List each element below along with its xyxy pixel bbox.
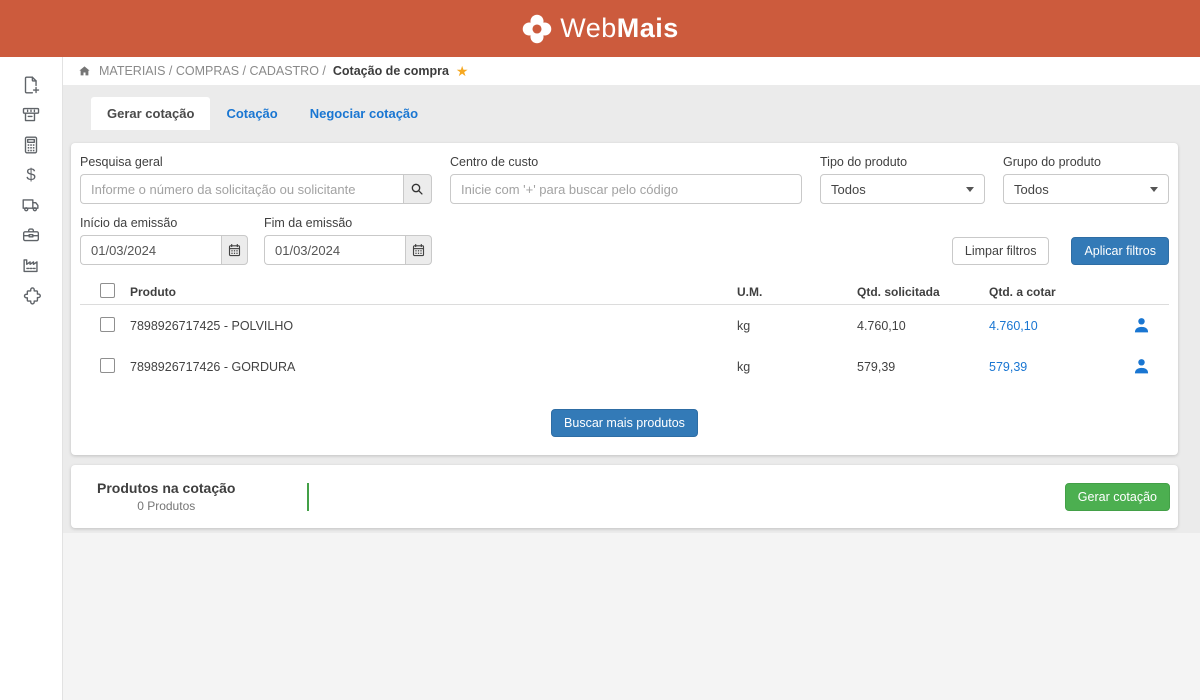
col-qtd-a-cotar: Qtd. a cotar: [989, 284, 1056, 299]
produto-cell: 7898926717425 - POLVILHO: [130, 318, 294, 333]
grupo-produto-field: Grupo do produto Todos: [1003, 155, 1169, 204]
work-area: Gerar cotação Cotação Negociar cotação P…: [63, 85, 1200, 533]
calculator-icon[interactable]: [11, 130, 51, 160]
pesquisa-geral-field: Pesquisa geral: [80, 155, 432, 204]
calendar-icon: [229, 243, 241, 256]
tab-bar: Gerar cotação Cotação Negociar cotação: [91, 97, 1178, 130]
centro-custo-input[interactable]: [450, 174, 802, 204]
storefront-icon[interactable]: [11, 100, 51, 130]
tipo-produto-select[interactable]: Todos: [820, 174, 985, 204]
person-icon: [1134, 359, 1148, 374]
puzzle-icon[interactable]: [11, 280, 51, 310]
webmais-logo: WebMais: [521, 13, 679, 45]
home-icon[interactable]: [77, 64, 92, 79]
select-all-checkbox[interactable]: [100, 282, 115, 298]
cotacao-summary-card: Produtos na cotação 0 Produtos Gerar cot…: [71, 465, 1178, 528]
app-header: WebMais: [0, 0, 1200, 57]
tipo-produto-label: Tipo do produto: [820, 155, 908, 169]
chevron-down-icon: [966, 186, 974, 192]
tipo-produto-field: Tipo do produto Todos: [820, 155, 985, 204]
products-table: Produto U.M. Qtd. solicitada Qtd. a cota…: [80, 279, 1169, 437]
buscar-mais-produtos-button[interactable]: Buscar mais produtos: [551, 409, 698, 437]
chevron-down-icon: [1150, 186, 1158, 192]
filter-card: Pesquisa geral Centro de custo: [71, 143, 1178, 455]
truck-icon[interactable]: [11, 190, 51, 220]
fim-emissao-label: Fim da emissão: [264, 216, 353, 230]
produto-cell: 7898926717426 - GORDURA: [130, 359, 296, 374]
fim-emissao-field: Fim da emissão: [264, 216, 432, 265]
breadcrumb: MATERIAIS / COMPRAS / CADASTRO / Cotação…: [63, 57, 1200, 85]
qtd-solicitada-cell: 4.760,10: [857, 318, 906, 333]
centro-custo-field: Centro de custo: [450, 155, 802, 204]
grupo-produto-label: Grupo do produto: [1003, 155, 1101, 169]
file-plus-icon[interactable]: [11, 70, 51, 100]
breadcrumb-path: MATERIAIS / COMPRAS / CADASTRO /: [99, 64, 326, 78]
logo-text: WebMais: [560, 13, 679, 43]
search-icon: [411, 183, 423, 195]
table-row: 7898926717426 - GORDURA kg 579,39 579,39: [80, 346, 1169, 387]
inicio-emissao-input[interactable]: [80, 235, 222, 265]
person-icon: [1134, 318, 1148, 333]
sidebar: $: [0, 57, 63, 700]
favorite-star-icon[interactable]: ★: [455, 63, 469, 79]
limpar-filtros-button[interactable]: Limpar filtros: [951, 237, 1050, 265]
dollar-icon[interactable]: $: [26, 165, 36, 184]
factory-icon[interactable]: [11, 250, 51, 280]
produtos-count: 0 Produtos: [137, 499, 196, 513]
calendar-button[interactable]: [405, 235, 432, 265]
qtd-solicitada-cell: 579,39: [857, 359, 896, 374]
toolbox-icon[interactable]: [11, 220, 51, 250]
tab-cotacao[interactable]: Cotação: [226, 106, 278, 121]
col-um: U.M.: [737, 284, 763, 299]
pesquisa-geral-input[interactable]: [80, 174, 403, 204]
table-header: Produto U.M. Qtd. solicitada Qtd. a cota…: [80, 279, 1169, 305]
solicitante-button[interactable]: [1113, 315, 1169, 336]
tab-gerar-cotacao[interactable]: Gerar cotação: [91, 97, 211, 130]
row-checkbox[interactable]: [100, 357, 115, 373]
row-checkbox[interactable]: [100, 316, 115, 332]
produtos-na-cotacao-title: Produtos na cotação: [97, 480, 236, 496]
qtd-a-cotar-value[interactable]: 4.760,10: [989, 318, 1038, 333]
calendar-icon: [413, 243, 425, 256]
col-produto: Produto: [130, 284, 176, 299]
tab-negociar-cotacao[interactable]: Negociar cotação: [309, 106, 419, 121]
clover-logo-icon: [522, 14, 552, 43]
gerar-cotacao-button[interactable]: Gerar cotação: [1064, 482, 1170, 511]
pesquisa-geral-label: Pesquisa geral: [80, 155, 163, 169]
um-cell: kg: [737, 318, 751, 333]
inicio-emissao-label: Início da emissão: [80, 216, 178, 230]
qtd-a-cotar-value[interactable]: 579,39: [989, 359, 1028, 374]
table-row: 7898926717425 - POLVILHO kg 4.760,10 4.7…: [80, 305, 1169, 346]
aplicar-filtros-button[interactable]: Aplicar filtros: [1071, 237, 1169, 265]
grupo-produto-select[interactable]: Todos: [1003, 174, 1169, 204]
search-button[interactable]: [402, 174, 432, 204]
centro-custo-label: Centro de custo: [450, 155, 539, 169]
green-divider: [307, 482, 310, 511]
fim-emissao-input[interactable]: [264, 235, 406, 265]
calendar-button[interactable]: [221, 235, 248, 265]
solicitante-button[interactable]: [1113, 356, 1169, 377]
inicio-emissao-field: Início da emissão: [80, 216, 248, 265]
breadcrumb-current: Cotação de compra: [332, 64, 449, 78]
col-qtd-solicitada: Qtd. solicitada: [857, 284, 940, 299]
um-cell: kg: [737, 359, 751, 374]
